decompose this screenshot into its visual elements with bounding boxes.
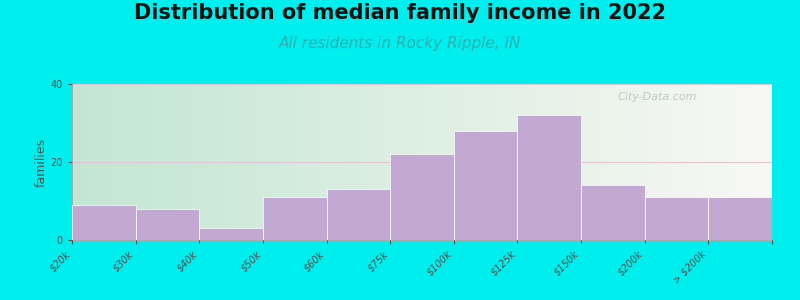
Bar	[708, 197, 772, 240]
Bar	[199, 228, 263, 240]
Bar	[72, 205, 136, 240]
Text: All residents in Rocky Ripple, IN: All residents in Rocky Ripple, IN	[279, 36, 521, 51]
Y-axis label: families: families	[35, 137, 48, 187]
Bar	[390, 154, 454, 240]
Bar	[581, 185, 645, 240]
Bar	[645, 197, 708, 240]
Bar	[518, 115, 581, 240]
Bar	[454, 131, 518, 240]
Bar	[136, 209, 199, 240]
Bar	[326, 189, 390, 240]
Text: City-Data.com: City-Data.com	[618, 92, 698, 102]
Text: Distribution of median family income in 2022: Distribution of median family income in …	[134, 3, 666, 23]
Bar	[263, 197, 326, 240]
